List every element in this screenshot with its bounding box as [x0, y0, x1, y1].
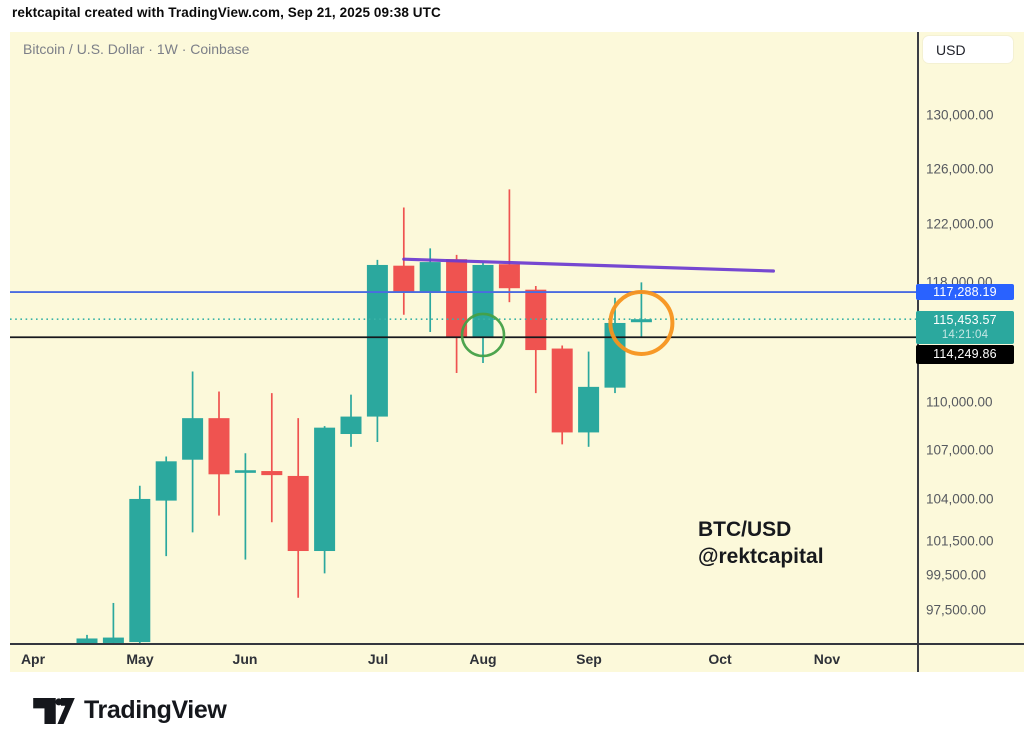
orange-highlight-circle — [608, 289, 675, 356]
candle-body — [261, 471, 283, 476]
time-axis-label: Nov — [813, 651, 841, 667]
candle-body — [393, 265, 415, 293]
candle-body — [472, 264, 494, 338]
candle-body — [129, 498, 151, 643]
attribution-text: rektcapital created with TradingView.com… — [12, 5, 441, 20]
candle-countdown-timer: 14:21:04 — [941, 328, 989, 341]
support-price-badge: 114,249.86 — [916, 344, 1014, 364]
time-axis-label: Oct — [708, 651, 732, 667]
tradingview-logo[interactable]: TradingView — [33, 696, 227, 725]
candle-body — [419, 262, 441, 292]
time-axis-label: May — [126, 651, 154, 667]
green-highlight-circle — [460, 312, 506, 358]
candle-body — [340, 416, 362, 435]
candle-body — [155, 461, 177, 501]
price-axis-label: 126,000.00 — [926, 161, 994, 177]
tradingview-logo-icon — [33, 697, 75, 724]
price-axis-label: 107,000.00 — [926, 442, 994, 458]
price-axis-label: 122,000.00 — [926, 216, 994, 232]
price-axis-label: 99,500.00 — [926, 567, 987, 583]
price-axis-label: 130,000.00 — [926, 107, 994, 123]
watermark-handle: @rektcapital — [698, 545, 824, 568]
candle-body — [446, 259, 468, 338]
candle-body — [551, 348, 573, 433]
candle-body — [314, 427, 336, 552]
trend-line — [402, 257, 776, 273]
watermark: BTC/USD @rektcapital — [698, 516, 824, 570]
support-price-value: 114,249.86 — [933, 347, 997, 362]
candle-body — [76, 638, 98, 644]
candle-body — [287, 475, 309, 552]
tradingview-logo-text: TradingView — [84, 696, 227, 724]
time-axis-label: Sep — [576, 651, 602, 667]
chart-canvas[interactable] — [10, 32, 1024, 644]
time-axis-label: Jun — [232, 651, 258, 667]
candle-body — [578, 386, 600, 433]
candle-body — [630, 319, 652, 323]
time-axis-label: Aug — [469, 651, 497, 667]
current-price-value: 115,453.57 — [933, 312, 997, 327]
chart-area[interactable]: Bitcoin / U.S. Dollar · 1W · Coinbase 13… — [10, 32, 1024, 672]
price-axis-label: 101,500.00 — [926, 533, 994, 549]
candle-body — [498, 264, 520, 289]
candle-body — [366, 264, 388, 417]
candle-body — [182, 418, 204, 460]
time-axis-label: Jul — [367, 651, 389, 667]
resistance-price-badge: 117,288.19 — [916, 284, 1014, 301]
candle-body — [208, 418, 230, 475]
currency-toggle-button[interactable]: USD — [923, 36, 1013, 63]
time-axis-label: Apr — [20, 651, 46, 667]
candle-body — [102, 637, 124, 643]
time-axis-border — [10, 643, 1024, 645]
currency-label: USD — [936, 41, 966, 58]
price-axis-label: 104,000.00 — [926, 491, 994, 507]
resistance-price-value: 117,288.19 — [933, 285, 997, 300]
candle-body — [234, 470, 256, 473]
watermark-symbol: BTC/USD — [698, 518, 792, 541]
price-axis-label: 97,500.00 — [926, 602, 987, 618]
symbol-legend[interactable]: Bitcoin / U.S. Dollar · 1W · Coinbase — [23, 41, 250, 57]
current-price-badge: 115,453.57 14:21:04 — [916, 311, 1014, 345]
candle-body — [604, 322, 626, 388]
price-axis-label: 110,000.00 — [926, 394, 993, 410]
